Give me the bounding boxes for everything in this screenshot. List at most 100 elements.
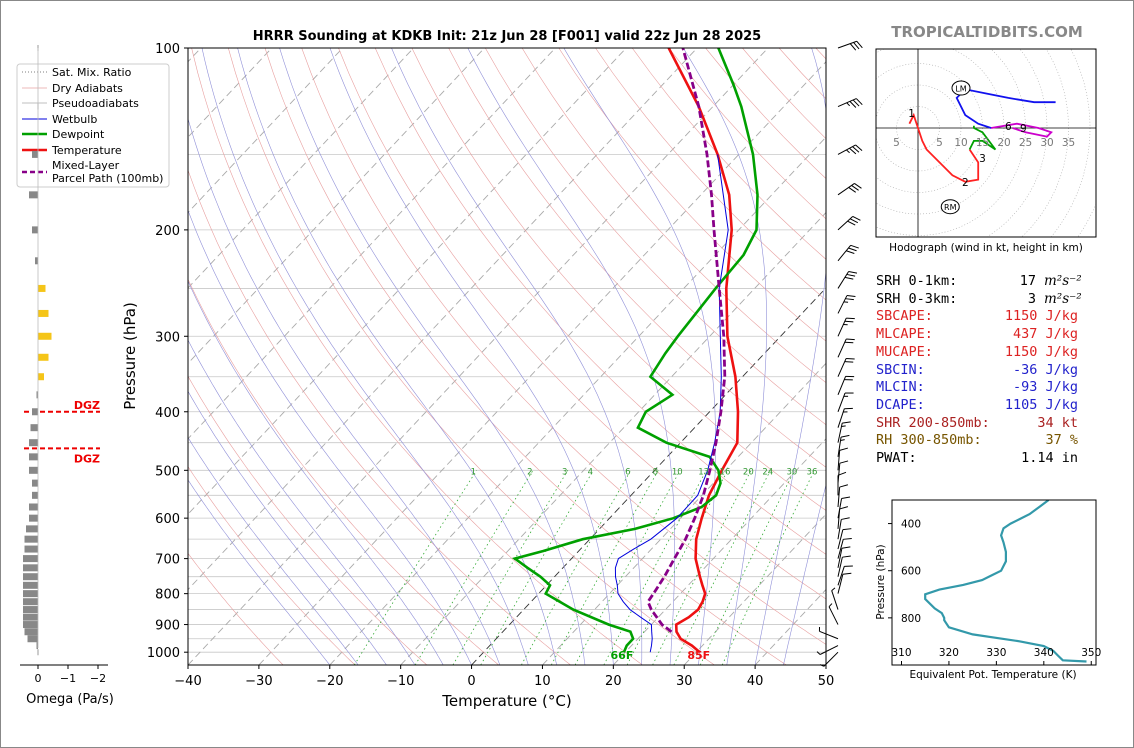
- mixing-ratio-label: 8: [653, 468, 658, 478]
- parameter-value: 1150 J/kg: [1004, 308, 1078, 325]
- isotherm-line: [188, 48, 485, 365]
- hodograph-ring-label: 10: [954, 137, 967, 149]
- theta-e-x-tick-label: 330: [986, 647, 1006, 659]
- wind-barb: [837, 40, 863, 51]
- theta-e-x-axis-label: Equivalent Pot. Temperature (K): [909, 669, 1076, 681]
- pseudoadiabat-line: [188, 390, 387, 665]
- isotherm-line: [471, 287, 826, 665]
- mixing-ratio-label: 3: [562, 468, 567, 478]
- parameter-row: PWAT: 1.14 in: [876, 450, 1078, 467]
- theta-e-y-tick-label: 800: [901, 613, 921, 625]
- legend-item: Temperature: [51, 144, 122, 157]
- parameter-label: SBCIN:: [876, 361, 925, 378]
- wind-barb: [837, 565, 853, 586]
- profile-temperature: [667, 48, 740, 654]
- isotherm-line: [188, 48, 343, 214]
- theta-e-frame: [891, 499, 1097, 666]
- hodograph-height-label: 1: [908, 108, 915, 120]
- hodograph-height-label: 6: [1005, 121, 1012, 133]
- theta-e-x-tick-label: 350: [1081, 647, 1101, 659]
- y-tick-label: 300: [155, 330, 180, 345]
- mixing-ratio-line: [452, 470, 569, 665]
- surface-temperature-label: 85F: [687, 649, 710, 662]
- dry-adiabat-line: [595, 48, 826, 301]
- profile-mixed-layer: [646, 48, 727, 633]
- omega-bar: [32, 150, 38, 158]
- parameter-value: 1105 J/kg: [1004, 396, 1078, 413]
- mixing-ratio-line: [521, 470, 632, 665]
- omega-bar: [23, 581, 38, 589]
- omega-bar: [32, 479, 38, 487]
- omega-bar: [29, 466, 38, 474]
- x-tick-label: 50: [818, 674, 835, 689]
- storm-motion-marker: [951, 80, 971, 96]
- parameter-value: 37 %: [1045, 432, 1078, 449]
- parameter-row: SHR 200-850mb: 34 kt: [876, 415, 1078, 432]
- omega-bar: [32, 408, 38, 416]
- mixing-ratio-label: 13: [698, 468, 709, 478]
- wind-barb: [818, 627, 839, 640]
- parameter-row: DCAPE: 1105 J/kg: [876, 397, 1078, 414]
- dgz-label-upper: DGZ: [74, 399, 100, 412]
- pseudoadiabat-line: [467, 48, 676, 665]
- parameter-label: SRH 0-3km:: [876, 290, 958, 307]
- hodograph-ring-label: 5: [936, 137, 943, 149]
- wind-barb: [837, 421, 851, 443]
- parameter-row: SRH 0-3km: 3 m²s⁻²: [876, 290, 1082, 308]
- wind-barb: [828, 603, 839, 625]
- x-tick-label: −20: [316, 674, 343, 689]
- isotherm-line: [188, 48, 556, 440]
- omega-bar: [29, 439, 38, 447]
- omega-bar: [30, 424, 38, 432]
- pseudoadiabat-line: [329, 48, 614, 665]
- omega-bar: [38, 353, 49, 361]
- pseudoadiabat-line: [188, 339, 416, 665]
- wind-barb: [837, 338, 855, 358]
- wind-barb: [816, 645, 839, 655]
- parameter-label: PWAT:: [876, 450, 917, 466]
- theta-e-x-tick-label: 320: [939, 647, 959, 659]
- theta-e-y-tick-label: 600: [901, 566, 921, 578]
- omega-bar: [32, 491, 38, 499]
- mixing-ratio-label: 36: [807, 468, 818, 478]
- y-tick-label: 500: [155, 464, 180, 479]
- pseudoadiabat-line: [188, 209, 472, 665]
- omega-x-tick-label: −1: [60, 672, 76, 685]
- omega-bar: [23, 564, 38, 572]
- parameter-row: MUCAPE: 1150 J/kg: [876, 344, 1078, 361]
- storm-motion-label: RM: [944, 203, 957, 212]
- parameter-unit: m²s⁻²: [1044, 273, 1082, 289]
- theta-e-profile: [924, 500, 1087, 663]
- skewt-axes-frame: [187, 47, 827, 666]
- parameter-row: MLCIN: -93 J/kg: [876, 379, 1078, 396]
- parameter-label: MUCAPE:: [876, 343, 933, 360]
- mixing-ratio-line: [480, 470, 594, 665]
- wind-barb: [837, 144, 863, 155]
- mixing-ratio-label: 6: [625, 468, 630, 478]
- y-tick-label: 600: [155, 512, 180, 527]
- omega-bar: [23, 606, 38, 614]
- isotherm-line: [329, 136, 826, 665]
- hodograph-frame: [875, 48, 1097, 238]
- omega-bar: [38, 373, 44, 381]
- dry-adiabat-line: [191, 48, 643, 665]
- pseudoadiabat-line: [188, 117, 501, 665]
- dry-adiabat-line: [188, 278, 499, 665]
- isotherm-line: [188, 48, 627, 515]
- theta-e-y-axis-label: Pressure (hPa): [875, 544, 887, 619]
- legend-item: Pseudoadiabats: [52, 97, 139, 110]
- y-tick-label: 800: [155, 588, 180, 603]
- hodograph-ring-label: 25: [1019, 137, 1032, 149]
- parameter-value: -93 J/kg: [1012, 379, 1078, 396]
- isotherm-line: [258, 61, 826, 665]
- omega-bar: [24, 535, 38, 543]
- theta-e-x-tick-label: 310: [891, 647, 911, 659]
- wind-barb: [837, 407, 853, 428]
- legend-item: Dry Adiabats: [52, 82, 123, 95]
- parameter-label: RH 300-850mb:: [876, 432, 982, 449]
- parameter-row: SRH 0-1km: 17 m²s⁻²: [876, 273, 1082, 290]
- y-tick-label: 400: [155, 406, 180, 421]
- pseudoadiabat-line: [188, 479, 331, 665]
- parameter-value: 3: [1027, 290, 1036, 307]
- wind-barb: [831, 587, 839, 610]
